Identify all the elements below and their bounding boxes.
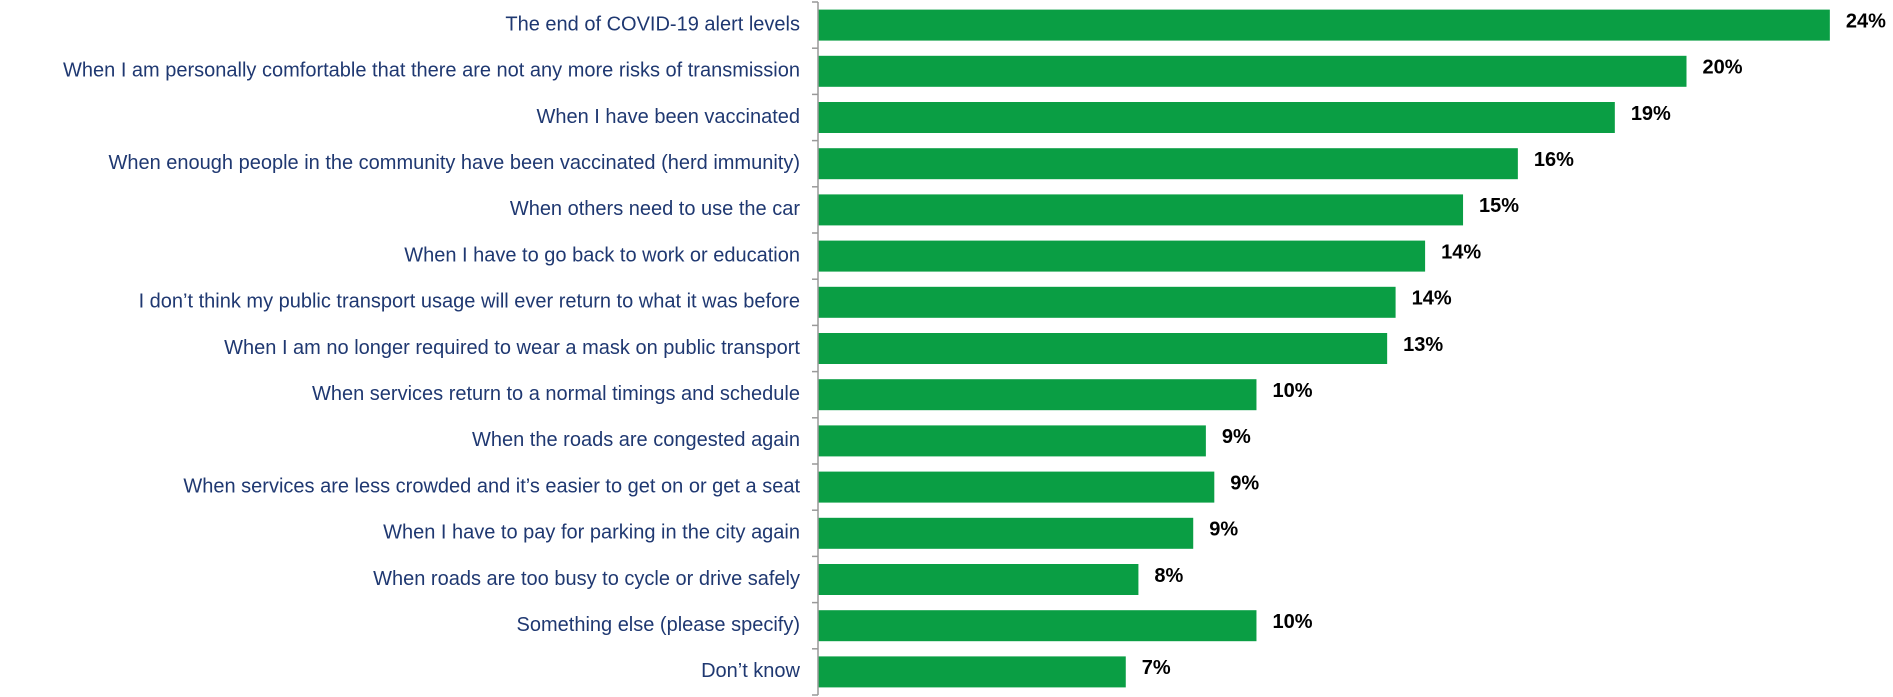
category-label: When services return to a normal timings… (312, 383, 800, 405)
bar (818, 610, 1257, 642)
category-label: The end of COVID-19 alert levels (505, 13, 800, 35)
bar (818, 425, 1206, 457)
category-label: When I have to go back to work or educat… (404, 244, 800, 266)
value-label: 13% (1403, 334, 1443, 356)
value-label: 15% (1479, 195, 1519, 217)
bar (818, 55, 1687, 87)
category-label: When roads are too busy to cycle or driv… (373, 568, 800, 590)
value-label: 9% (1209, 519, 1238, 541)
value-label: 9% (1222, 426, 1251, 448)
category-label: Don’t know (701, 660, 800, 682)
value-label: 19% (1631, 103, 1671, 125)
bar (818, 9, 1830, 41)
category-label: When I have to pay for parking in the ci… (383, 522, 800, 544)
category-label: When others need to use the car (510, 198, 801, 220)
value-label: 9% (1230, 472, 1259, 494)
value-label: 24% (1846, 10, 1886, 32)
bar (818, 102, 1615, 133)
bar (818, 240, 1426, 272)
value-label: 14% (1412, 288, 1452, 310)
bar (818, 333, 1388, 364)
bar (818, 379, 1257, 411)
bar (818, 286, 1396, 318)
value-label: 20% (1702, 57, 1742, 79)
value-label: 7% (1142, 657, 1171, 679)
category-label: When services are less crowded and it’s … (183, 475, 800, 497)
bar (818, 194, 1464, 226)
bar (818, 148, 1518, 180)
category-label: When I am no longer required to wear a m… (224, 337, 800, 359)
category-label: When I am personally comfortable that th… (63, 60, 800, 82)
bar (818, 656, 1126, 688)
category-label: When the roads are congested again (472, 429, 800, 451)
value-label: 16% (1534, 149, 1574, 171)
bar (818, 471, 1215, 503)
category-label: When enough people in the community have… (108, 152, 800, 174)
value-label: 10% (1272, 611, 1312, 633)
category-label: When I have been vaccinated (536, 106, 800, 128)
bar (818, 517, 1194, 549)
bar (818, 564, 1139, 595)
value-label: 10% (1272, 380, 1312, 402)
value-label: 14% (1441, 241, 1481, 263)
category-label: I don’t think my public transport usage … (139, 291, 800, 313)
category-label: Something else (please specify) (517, 614, 800, 636)
value-label: 8% (1154, 565, 1183, 587)
